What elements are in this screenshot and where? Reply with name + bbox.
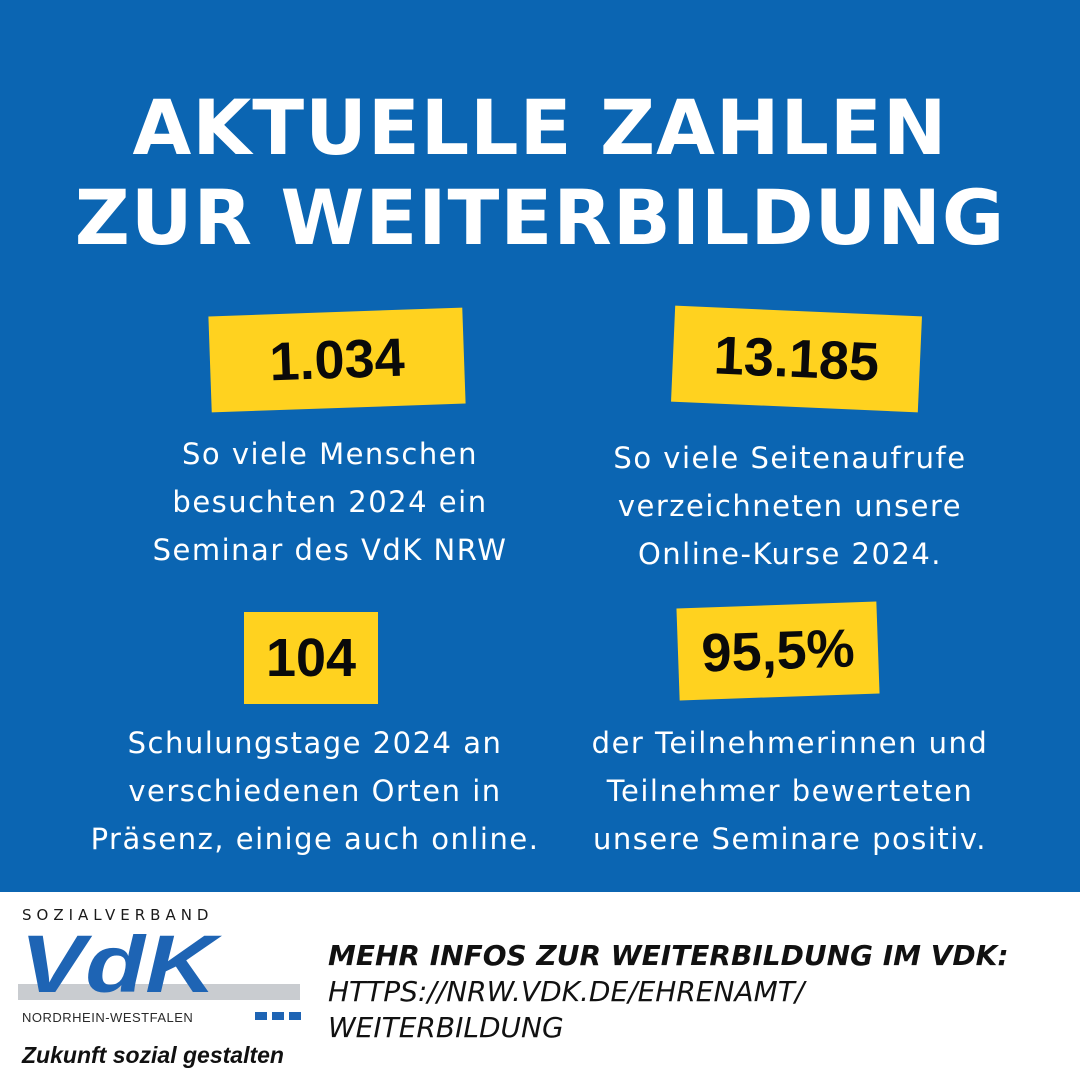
description-line: Präsenz, einige auch online. [90, 822, 540, 856]
stat-description-satisfaction: der Teilnehmerinnen und Teilnehmer bewer… [570, 719, 1010, 863]
stat-description-training-days: Schulungstage 2024 an verschiedenen Orte… [90, 719, 540, 863]
stat-badge-training-days: 104 [244, 612, 378, 704]
stat-description-participants: So viele Menschen besuchten 2024 ein Sem… [120, 430, 540, 574]
description-line: verschiedenen Orten in [128, 774, 502, 808]
headline-line-2: ZUR WEITERBILDUNG [74, 173, 1006, 262]
stat-badge-participants: 1.034 [208, 307, 466, 413]
description-line: Online-Kurse 2024. [637, 537, 943, 571]
stat-badge-satisfaction: 95,5% [676, 601, 880, 701]
description-line: So viele Menschen [182, 437, 478, 471]
logo-slogan: Zukunft sozial gestalten [22, 1042, 284, 1068]
vdk-logo: SOZIALVERBAND VdK NORDRHEIN-WESTFALEN Zu… [18, 906, 308, 1076]
logo-brand-top: SOZIALVERBAND [22, 906, 214, 924]
blue-panel: AKTUELLE ZAHLEN ZUR WEITERBILDUNG 1.034 … [0, 0, 1080, 892]
description-line: Schulungstage 2024 an [127, 726, 503, 760]
info-url-line-2[interactable]: WEITERBILDUNG [328, 1011, 564, 1044]
description-line: So viele Seitenaufrufe [613, 441, 967, 475]
description-line: besuchten 2024 ein [172, 485, 488, 519]
info-title: MEHR INFOS ZUR WEITERBILDUNG IM VDK: [328, 939, 1009, 972]
description-line: Seminar des VdK NRW [152, 533, 508, 567]
info-url-line-1[interactable]: HTTPS://NRW.VDK.DE/EHRENAMT/ [328, 975, 805, 1008]
logo-region: NORDRHEIN-WESTFALEN [22, 1010, 194, 1025]
description-line: Teilnehmer bewerteten [606, 774, 974, 808]
description-line: der Teilnehmerinnen und [591, 726, 989, 760]
vdk-wordmark: VdK [18, 934, 300, 1006]
stat-description-page-views: So viele Seitenaufrufe verzeichneten uns… [570, 434, 1010, 578]
description-line: verzeichneten unsere [617, 489, 963, 523]
description-line: unsere Seminare positiv. [593, 822, 987, 856]
logo-mark-text: VdK [20, 934, 223, 1006]
logo-gray-band [18, 984, 300, 1000]
logo-dots [255, 1012, 301, 1020]
stat-badge-page-views: 13.185 [671, 305, 922, 413]
info-block: MEHR INFOS ZUR WEITERBILDUNG IM VDK: HTT… [328, 938, 1068, 1046]
headline-line-1: AKTUELLE ZAHLEN [132, 83, 948, 172]
